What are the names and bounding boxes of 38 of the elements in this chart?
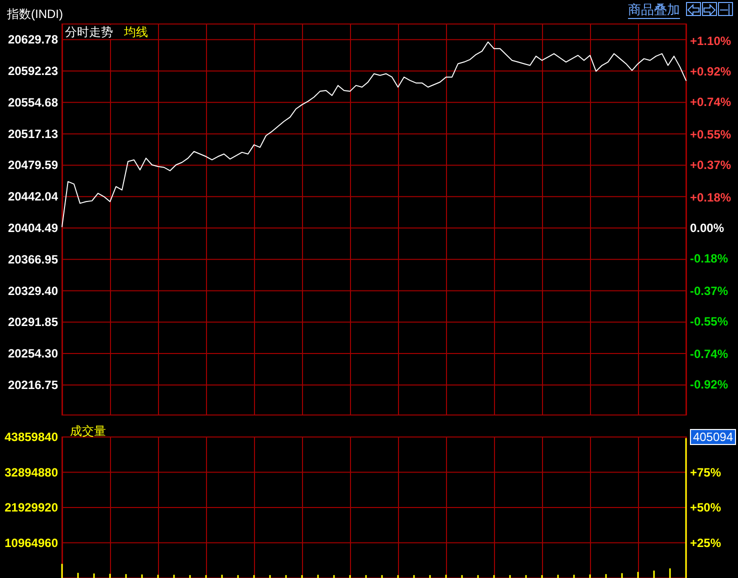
y2-tick-label: -0.55%	[690, 314, 728, 328]
y2-tick-label: -0.18%	[690, 252, 728, 266]
y-tick-label: 10964960	[4, 536, 58, 550]
y-tick-label: 20592.23	[8, 64, 58, 78]
text: 商品叠加	[628, 2, 680, 17]
y-tick-label: 21929920	[4, 500, 58, 514]
line-series	[62, 41, 686, 228]
annotation: 均线	[123, 25, 148, 39]
y2-tick-label: -0.74%	[690, 346, 728, 361]
chart-title: 指数(INDI)	[6, 7, 63, 21]
chart-subtitle: 分时走势	[65, 25, 113, 39]
y2-tick-label: +0.55%	[690, 128, 732, 142]
y-tick-label: 20291.85	[8, 315, 58, 330]
y-tick-label: 20554.68	[8, 95, 58, 110]
text: 405094	[692, 430, 734, 444]
y-tick-label: 20629.78	[8, 32, 58, 47]
y2-tick-label: +0.37%	[690, 158, 732, 172]
y2-tick-label: +25%	[690, 536, 722, 550]
y-tick-label: 20329.40	[8, 284, 58, 298]
y-tick-label: 32894880	[4, 465, 58, 480]
y-tick-label: 20366.95	[8, 252, 58, 266]
y-tick-label: 20404.49	[8, 220, 58, 235]
y2-tick-label: +1.10%	[690, 34, 732, 48]
y2-tick-label: -0.37%	[690, 284, 728, 298]
y-tick-label: 20254.30	[8, 346, 58, 361]
y2-tick-label: -0.92%	[690, 377, 728, 392]
y2-tick-label: 0.00%	[690, 221, 724, 235]
y2-tick-label: +75%	[690, 465, 722, 480]
y-tick-label: 20517.13	[8, 126, 58, 141]
chart-title: 成交量	[70, 424, 106, 438]
y2-tick-label: +0.18%	[690, 190, 732, 204]
y2-tick-label: +50%	[690, 500, 722, 514]
y-tick-label: 20216.75	[8, 378, 58, 392]
y-tick-label: 20479.59	[8, 158, 58, 172]
y2-tick-label: +0.74%	[690, 95, 732, 110]
y-tick-label: 20442.04	[8, 190, 58, 204]
y-tick-label: 43859840	[4, 430, 58, 444]
y2-tick-label: +0.92%	[690, 64, 732, 79]
